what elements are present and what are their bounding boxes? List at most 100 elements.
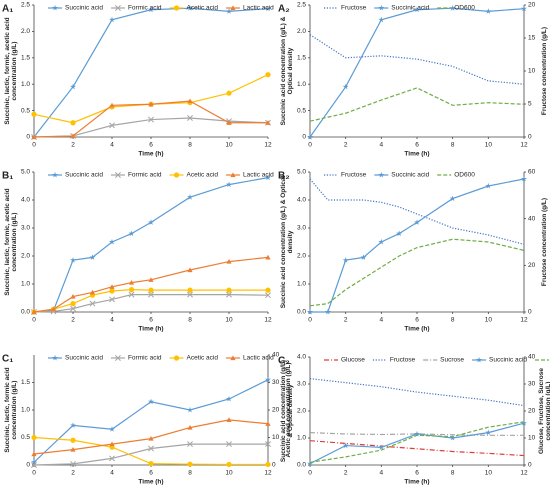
marker [187, 461, 193, 467]
marker [187, 287, 193, 293]
series-line [309, 440, 525, 457]
x-tick-label: 8 [451, 142, 455, 149]
legend-label: Succinic acid [489, 357, 527, 364]
y-tick-label: 0 [26, 134, 30, 141]
y-tick-label: 0 [302, 134, 306, 141]
legend-label: Fructose [341, 5, 367, 12]
marker [226, 395, 232, 402]
y2-tick-label: 40 [272, 352, 280, 359]
x-tick-label: 10 [485, 470, 493, 477]
legend-label: Formic acid [128, 172, 162, 179]
legend-label: Lactic acid [243, 5, 274, 12]
y-tick-label: 1.0 [297, 281, 306, 288]
marker [148, 287, 154, 293]
series-line [33, 436, 268, 466]
marker [31, 309, 37, 315]
y2-tick-label: 30 [272, 379, 280, 386]
marker [70, 83, 76, 90]
panel-label: B₂ [278, 171, 290, 182]
y-tick-label: 4.0 [21, 197, 30, 204]
y-tick-label: 0.0 [21, 309, 30, 316]
y2-axis-label: Fructose concentration (g/L) [541, 26, 549, 116]
y-tick-label: 1.0 [21, 81, 30, 88]
marker [89, 289, 96, 295]
x-axis-label: Time (h) [404, 326, 429, 333]
marker [128, 280, 135, 285]
y-tick-label: 2.0 [297, 253, 306, 260]
series-line [309, 7, 525, 138]
marker [449, 5, 456, 11]
marker [378, 444, 385, 450]
marker [109, 238, 115, 245]
marker [342, 442, 349, 449]
legend-label: Glucose [341, 357, 365, 364]
x-tick-label: 12 [264, 317, 272, 324]
marker [378, 171, 385, 178]
y-tick-label: 2.0 [297, 28, 306, 35]
x-tick-label: 6 [149, 470, 153, 477]
marker [265, 254, 271, 260]
series-line [309, 238, 525, 307]
marker [521, 175, 527, 182]
x-tick-label: 2 [344, 317, 348, 324]
panel-label: A₂ [278, 4, 290, 15]
x-tick-label: 2 [344, 142, 348, 149]
marker [109, 426, 115, 432]
marker [265, 421, 271, 426]
marker [114, 355, 121, 361]
x-tick-label: 6 [149, 317, 153, 324]
series-line [33, 288, 268, 313]
y-tick-label: 1.5 [21, 379, 30, 386]
marker [230, 5, 236, 11]
marker [307, 460, 313, 467]
x-tick-label: 4 [110, 142, 114, 149]
y2-tick-label: 30 [528, 381, 536, 388]
y-tick-label: 1.5 [297, 55, 306, 62]
marker [265, 376, 271, 383]
legend-label: Fructose [390, 357, 416, 364]
marker [52, 4, 58, 11]
y-tick-label: 1.0 [21, 281, 30, 288]
marker [226, 461, 232, 468]
marker [414, 430, 420, 437]
y2-tick-label: 10 [528, 435, 536, 442]
marker [485, 429, 492, 436]
x-tick-label: 2 [71, 142, 75, 149]
marker [70, 133, 76, 139]
legend-label: Sucrose [440, 357, 464, 364]
x-tick-label: 2 [71, 470, 75, 477]
marker [226, 291, 232, 298]
x-tick-label: 4 [110, 317, 114, 324]
x-tick-label: 0 [308, 470, 312, 477]
marker [187, 425, 193, 430]
legend-label: Succinic acid [391, 172, 429, 179]
legend-label: Lactic acid [243, 355, 274, 362]
marker [342, 257, 349, 263]
y2-tick-label: 0 [528, 462, 532, 469]
marker [226, 181, 232, 188]
marker [89, 300, 96, 307]
series-line [309, 87, 525, 122]
legend-label: Succinic acid [65, 172, 103, 179]
marker [31, 451, 37, 457]
marker [265, 72, 271, 78]
marker [148, 116, 154, 123]
y-axis-label: Succinic acid concentration (g/L) & Opti… [279, 359, 294, 463]
y-tick-label: 1.0 [297, 81, 306, 88]
series-line [33, 117, 269, 138]
y-axis-label: Succinic acid concentration (g/L) & Opti… [279, 16, 294, 126]
marker [360, 254, 367, 260]
marker [148, 461, 154, 467]
marker [226, 120, 232, 125]
y-tick-label: 0.0 [297, 309, 306, 316]
y2-tick-label: 10 [272, 434, 280, 441]
marker [187, 441, 193, 448]
y2-tick-label: 20 [272, 407, 280, 414]
marker [265, 441, 271, 448]
marker [109, 455, 115, 462]
marker [31, 434, 37, 441]
x-tick-label: 2 [344, 470, 348, 477]
marker [148, 277, 154, 282]
marker [485, 182, 492, 189]
x-tick-label: 12 [520, 317, 528, 324]
